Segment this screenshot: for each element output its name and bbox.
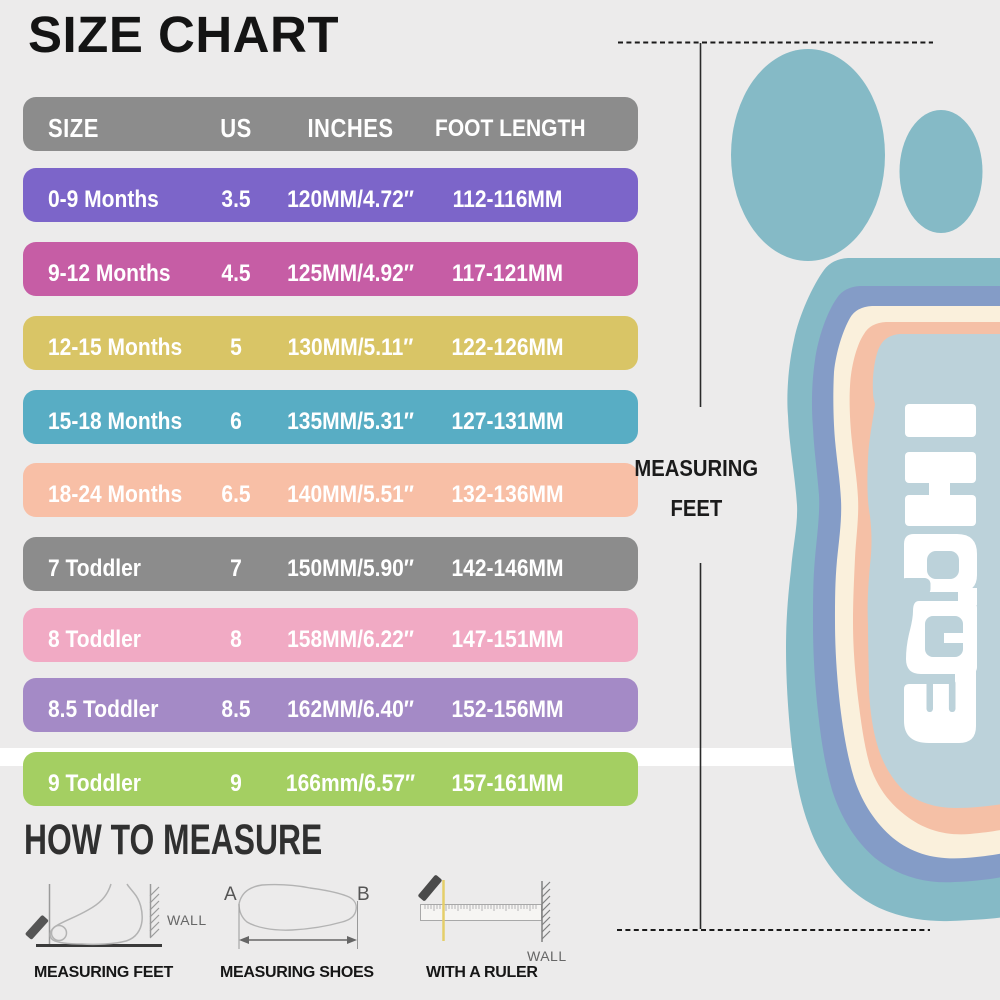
svg-text:WALL: WALL (527, 948, 567, 964)
svg-text:WALL: WALL (167, 912, 207, 928)
svg-text:A: A (224, 884, 237, 905)
svg-text:B: B (357, 884, 370, 905)
